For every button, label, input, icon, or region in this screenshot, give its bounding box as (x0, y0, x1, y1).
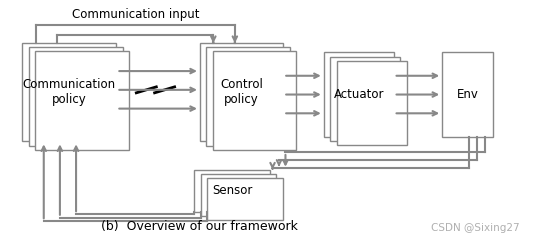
Bar (200, 43, 283, 141)
Bar (442, 52, 493, 137)
Text: Sensor: Sensor (212, 184, 252, 197)
Text: CSDN @Sixing27: CSDN @Sixing27 (431, 223, 520, 233)
Text: Communication input: Communication input (71, 8, 199, 21)
Text: Actuator: Actuator (333, 88, 384, 101)
Bar (35, 51, 129, 150)
Bar (330, 57, 400, 141)
Bar (29, 47, 123, 146)
Bar (324, 52, 394, 137)
Bar (206, 47, 290, 146)
Bar (213, 51, 296, 150)
Text: (b)  Overview of our framework: (b) Overview of our framework (101, 220, 298, 233)
Bar (207, 178, 283, 220)
Text: Control
policy: Control policy (220, 78, 263, 106)
Bar (22, 43, 116, 141)
Text: Env: Env (457, 88, 479, 101)
Bar (201, 174, 276, 216)
Bar (195, 170, 270, 212)
Bar (337, 61, 406, 145)
Text: Communication
policy: Communication policy (23, 78, 116, 106)
